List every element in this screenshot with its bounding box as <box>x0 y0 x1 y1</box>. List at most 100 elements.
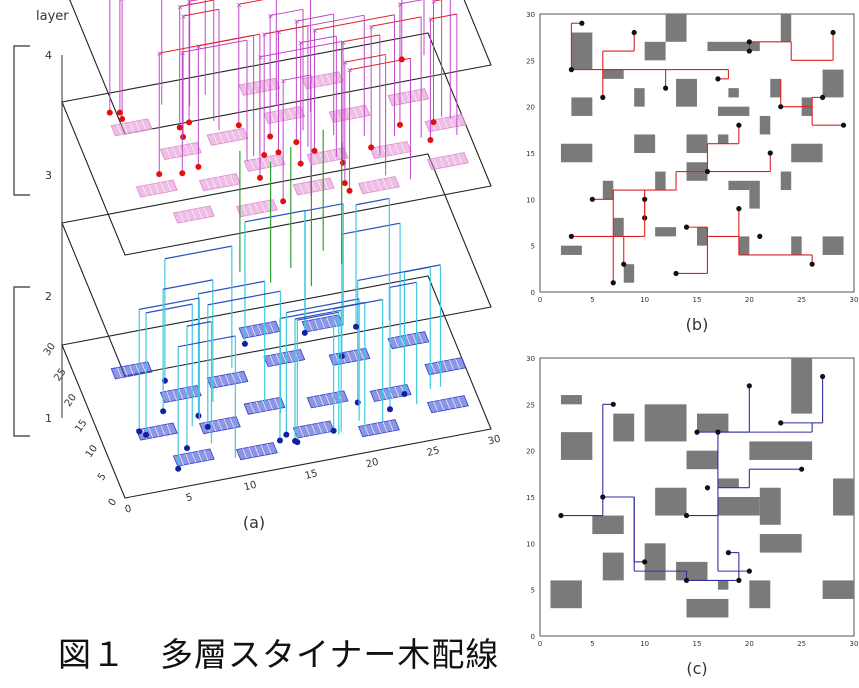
layer2-wire <box>145 303 193 314</box>
pin-node <box>736 577 742 583</box>
blue-node <box>195 412 202 419</box>
pad-grid-line <box>154 183 160 194</box>
pad-grid-line <box>319 395 324 406</box>
pad-grid-line <box>217 419 223 431</box>
obstacle-block <box>560 395 582 405</box>
x-tick-label: 20 <box>745 296 754 304</box>
y-tick-label: 25 <box>526 401 535 409</box>
pad-grid-line <box>308 320 313 331</box>
pad-grid-line <box>223 418 229 430</box>
pad-grid-line <box>166 181 172 192</box>
blue-node <box>160 408 167 415</box>
pin-node <box>725 550 731 556</box>
pad-grid-line <box>451 397 457 409</box>
red-node <box>297 160 304 167</box>
layer2-wire <box>297 311 339 321</box>
obstacle-block <box>780 14 792 42</box>
pad-grid-line <box>370 181 376 192</box>
pad-grid-line <box>406 334 411 346</box>
blue-node <box>301 329 308 336</box>
pad-grid-line <box>376 390 381 401</box>
cross-marker: × <box>179 48 186 57</box>
pad-grid-line <box>457 396 463 408</box>
pin-node <box>736 206 742 212</box>
pad-grid-line <box>160 182 166 193</box>
cross-marker: × <box>261 30 268 39</box>
steiner-net <box>568 20 729 100</box>
pad-grid-line <box>299 183 304 194</box>
pad-grid-line <box>364 425 370 436</box>
pin-node <box>778 420 784 426</box>
pin-node <box>778 104 784 110</box>
layer2-wire <box>341 222 401 235</box>
pad-grid-line <box>185 453 191 464</box>
blue-node <box>330 427 337 434</box>
top-wire <box>314 14 395 31</box>
red-node <box>180 134 187 141</box>
pad-grid-line <box>148 184 154 195</box>
layer3-pad <box>135 179 178 198</box>
pad-grid-line <box>274 155 280 166</box>
top-wire <box>189 0 200 2</box>
obstacle-block <box>644 404 687 442</box>
pin-node <box>746 39 752 45</box>
pin-node <box>704 168 711 175</box>
red-node <box>261 151 268 158</box>
pad-grid-line <box>244 326 250 338</box>
pad-grid-line <box>274 398 280 409</box>
pad-grid-line <box>370 424 376 435</box>
pad-grid-line <box>443 360 448 372</box>
panel-b-label: (b) <box>686 315 709 334</box>
pad-grid-line <box>269 112 275 123</box>
pad-grid-line <box>231 130 236 141</box>
obstacle-block <box>697 413 729 433</box>
obstacle-block <box>833 478 854 516</box>
x-axis-tick: 15 <box>304 468 319 482</box>
pad-grid-line <box>160 425 166 436</box>
pin-node <box>683 512 690 519</box>
pad-grid-line <box>313 153 318 164</box>
panel-b-plot: 0 5 10 15 20 25 30 0 5 10 15 20 25 30 (b) <box>526 11 858 334</box>
obstacle-block <box>749 580 771 609</box>
pin-node <box>736 122 742 128</box>
pad-grid-line <box>443 117 448 129</box>
layer1-pad <box>159 385 202 404</box>
pad-grid-line <box>313 396 318 407</box>
layer3-pad <box>369 140 412 159</box>
pad-grid-line <box>179 454 184 466</box>
pin-node <box>809 261 815 267</box>
pad-grid-line <box>217 176 223 188</box>
obstacle-block <box>571 32 593 70</box>
pin-node <box>704 485 711 491</box>
pin-node <box>694 429 700 435</box>
pad-grid-line <box>205 179 211 190</box>
y-tick-label: 5 <box>531 587 535 595</box>
pad-grid-line <box>320 318 325 329</box>
obstacle-block <box>644 543 666 581</box>
layer1-pad <box>306 390 349 409</box>
pad-grid-line <box>382 178 388 190</box>
cross-marker: × <box>276 27 283 36</box>
top-wire <box>179 0 214 8</box>
pad-grid-line <box>251 325 256 337</box>
layer-brackets <box>13 45 30 437</box>
pin-node <box>799 466 805 472</box>
obstacle-block <box>791 236 802 255</box>
layer3-pad <box>198 173 241 192</box>
layer2-wire <box>163 279 213 290</box>
top-wire <box>296 13 334 22</box>
red-node <box>341 180 348 187</box>
y-axis-tick: 20 <box>63 392 79 409</box>
pin-node <box>820 94 826 100</box>
cross-marker: × <box>180 12 187 21</box>
cross-marker: × <box>267 12 274 21</box>
pad-grid-line <box>399 336 405 347</box>
pad-grid-line <box>129 365 134 376</box>
y-tick-label: 5 <box>531 243 535 251</box>
cross-marker: × <box>397 0 404 9</box>
x-tick-label: 5 <box>590 640 594 648</box>
layer34-wires: ×××××××××××××××××××××××××× <box>106 0 458 205</box>
layer1-pad <box>301 314 344 333</box>
pad-grid-line <box>325 394 330 405</box>
cross-marker: × <box>257 53 264 62</box>
